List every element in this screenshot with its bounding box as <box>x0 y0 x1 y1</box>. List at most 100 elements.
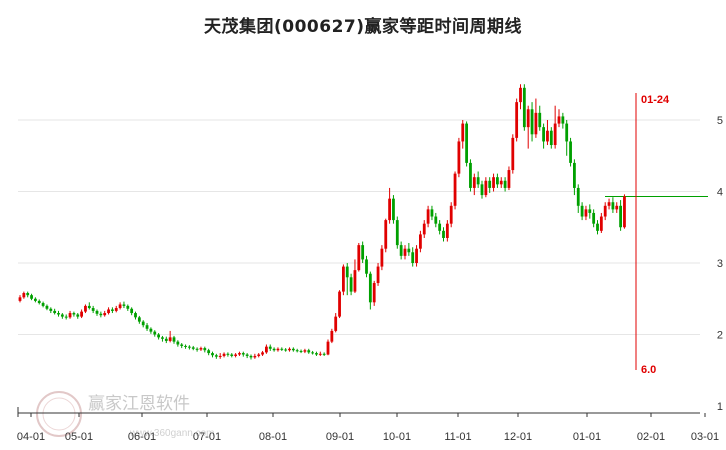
candle-body <box>214 355 218 357</box>
candle <box>126 304 130 311</box>
candle <box>611 197 615 213</box>
x-tick-label: 03-01 <box>691 431 719 443</box>
candle-body <box>338 291 341 317</box>
candle <box>18 295 22 303</box>
candle-body <box>488 180 492 188</box>
candle <box>276 347 280 352</box>
candle <box>569 137 572 167</box>
candle <box>561 112 565 129</box>
candle <box>546 120 549 146</box>
candle <box>515 98 519 142</box>
candle-body <box>41 303 45 306</box>
candle <box>526 105 530 149</box>
candle-body <box>349 277 353 292</box>
candle <box>145 323 149 331</box>
candle <box>357 242 361 272</box>
candle <box>122 301 126 309</box>
candle-body <box>22 293 26 298</box>
candle-body <box>534 112 538 135</box>
candle-body <box>284 349 288 351</box>
candle <box>322 352 326 356</box>
candle <box>395 216 399 249</box>
candle-body <box>403 248 407 256</box>
candle <box>257 353 261 358</box>
candle <box>307 348 311 354</box>
candle <box>453 171 457 210</box>
candle-body <box>507 170 511 188</box>
candle-body <box>168 337 172 341</box>
candle <box>172 335 176 344</box>
candle-body <box>476 177 480 185</box>
candle <box>226 352 230 357</box>
candle <box>361 241 365 263</box>
candle-body <box>515 102 519 138</box>
candle-body <box>180 344 184 346</box>
candle <box>157 333 160 340</box>
candle <box>291 347 295 352</box>
candle-body <box>576 187 580 206</box>
candle-body <box>72 313 76 315</box>
candle <box>64 314 68 320</box>
candle-body <box>384 220 388 249</box>
candle-body <box>103 313 107 316</box>
candle <box>549 127 553 149</box>
candle-body <box>573 162 576 188</box>
candle-body <box>599 216 603 231</box>
candle <box>280 347 284 351</box>
candle <box>338 290 341 319</box>
candle-body <box>422 223 426 235</box>
watermark: 赢家江恩软件 www.360gann.com <box>36 391 215 439</box>
candle <box>265 344 268 354</box>
candle-body <box>211 353 214 356</box>
candle <box>469 159 472 192</box>
y-tick-label: 5 <box>717 115 723 127</box>
candle-body <box>499 180 503 185</box>
candle-body <box>107 309 110 314</box>
candle-body <box>469 162 472 188</box>
candle-body <box>376 266 380 284</box>
candle <box>403 245 407 260</box>
candle <box>53 308 57 315</box>
candle-body <box>461 123 465 142</box>
candle-body <box>26 293 30 296</box>
candle <box>345 263 349 296</box>
candle <box>103 310 107 317</box>
candle <box>519 84 522 110</box>
axes: 5 4 3 2 1 04-01 05-01 06-01 07-01 08-01 09-01 10-01… <box>17 115 723 443</box>
candle <box>153 330 157 337</box>
candle <box>268 344 272 351</box>
candle <box>438 220 442 235</box>
candle-body <box>438 223 442 231</box>
candle-body <box>84 305 87 312</box>
candle-body <box>57 313 60 315</box>
x-tick-label: 08-01 <box>259 431 287 443</box>
candle-body <box>149 328 153 332</box>
candle <box>488 177 492 193</box>
candle-body <box>272 348 276 351</box>
candle <box>342 264 345 296</box>
candle <box>245 353 249 359</box>
candle <box>195 347 199 352</box>
candle-body <box>395 220 399 246</box>
candle-body <box>442 230 445 238</box>
candle-body <box>157 334 160 338</box>
x-tick-label: 10-01 <box>383 431 411 443</box>
x-tick-label: 05-01 <box>65 431 93 443</box>
candle-body <box>388 198 391 221</box>
candle-body <box>368 273 372 303</box>
candle-body <box>241 353 245 355</box>
candle-body <box>307 350 311 353</box>
candle <box>41 301 45 308</box>
candle <box>507 166 511 191</box>
candle <box>130 307 134 316</box>
y-tick-label: 4 <box>717 187 723 199</box>
candle <box>95 309 99 316</box>
candle-body <box>611 202 615 210</box>
candles <box>18 84 626 360</box>
candle <box>149 327 153 334</box>
candle <box>619 200 622 231</box>
candle <box>534 98 538 138</box>
candle-body <box>288 348 291 351</box>
candle-body <box>538 112 542 128</box>
candle-body <box>353 270 357 292</box>
